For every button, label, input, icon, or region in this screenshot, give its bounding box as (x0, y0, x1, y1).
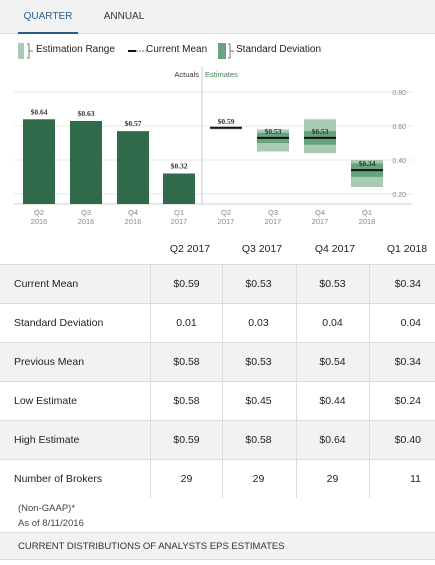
row-label: Low Estimate (14, 395, 78, 407)
table-row: Number of Brokers 29 29 29 11 (0, 459, 435, 498)
table-cell: $0.58 (150, 343, 222, 381)
row-label: Number of Brokers (14, 473, 103, 485)
table-row: Low Estimate $0.58 $0.45 $0.44 $0.24 (0, 381, 435, 420)
eps-chart: 0.80 0.60 0.40 0.20 Actuals Estimates $0.64 $0.… (14, 66, 412, 226)
table-row: High Estimate $0.59 $0.58 $0.64 $0.40 (0, 420, 435, 459)
table-cell: $0.40 (369, 421, 435, 459)
row-label: High Estimate (14, 434, 80, 446)
x-tick-label: Q1 (174, 208, 184, 217)
x-tick-label: 2018 (359, 217, 376, 226)
row-label: Current Mean (14, 278, 79, 290)
x-tick-label: Q4 (315, 208, 325, 217)
footer-bar[interactable]: CURRENT DISTRIBUTIONS OF ANALYSTS EPS ES… (0, 532, 435, 560)
x-tick-label: Q4 (128, 208, 138, 217)
table-cell: 29 (150, 460, 222, 498)
x-tick-label: 2016 (78, 217, 95, 226)
y-tick-label: 0.60 (392, 124, 406, 131)
y-tick-label: 0.40 (392, 158, 406, 165)
table-cell: 0.01 (150, 304, 222, 342)
x-tick-label: Q2 (221, 208, 231, 217)
table-cell: $0.44 (296, 382, 368, 420)
x-tick-label: 2017 (171, 217, 188, 226)
table-cell: $0.24 (369, 382, 435, 420)
table-cell: $0.58 (150, 382, 222, 420)
table-cell: 29 (222, 460, 294, 498)
x-tick-label: Q3 (268, 208, 278, 217)
x-tick-label: Q3 (81, 208, 91, 217)
estimate-value-label: $0.59 (218, 117, 235, 126)
column-header: Q4 2017 (314, 243, 356, 255)
table-row: Previous Mean $0.58 $0.53 $0.54 $0.34 (0, 342, 435, 381)
estimates-label: Estimates (205, 70, 238, 79)
as-of-date: As of 8/11/2016 (18, 518, 84, 529)
column-header: Q2 2017 (169, 243, 211, 255)
standard-deviation-icon (218, 43, 234, 59)
tab-quarter[interactable]: QUARTER (18, 0, 78, 34)
table-cell: $0.34 (369, 265, 435, 303)
actual-bar (117, 131, 149, 204)
actual-bar (70, 120, 102, 204)
x-tick-label: 2016 (125, 217, 142, 226)
y-tick-label: 0.20 (392, 192, 406, 199)
table-cell: $0.54 (296, 343, 368, 381)
estimation-range-icon (18, 43, 33, 59)
bar-value-label: $0.63 (78, 109, 95, 118)
non-gaap-note: (Non-GAAP)* (18, 503, 76, 514)
table-cell: $0.59 (150, 421, 222, 459)
bar-value-label: $0.32 (171, 162, 188, 171)
actual-bar (23, 119, 55, 204)
table-row: Standard Deviation 0.01 0.03 0.04 0.04 (0, 303, 435, 342)
current-mean-icon (128, 50, 148, 52)
table-cell: 29 (296, 460, 368, 498)
period-tabs: QUARTER ANNUAL (0, 0, 435, 34)
table-cell: $0.58 (222, 421, 294, 459)
footer-title: CURRENT DISTRIBUTIONS OF ANALYSTS EPS ES… (18, 541, 285, 552)
actual-bar (163, 173, 195, 204)
x-tick-label: 2017 (312, 217, 329, 226)
table-cell: 0.04 (296, 304, 368, 342)
y-tick-label: 0.80 (392, 90, 406, 97)
column-header: Q3 2017 (241, 243, 283, 255)
table-header: Q2 2017 Q3 2017 Q4 2017 Q1 2018 (0, 234, 435, 264)
x-tick-label: 2016 (31, 217, 48, 226)
estimate-value-label: $0.53 (312, 127, 329, 136)
table-cell: 0.04 (369, 304, 435, 342)
table-cell: $0.34 (369, 343, 435, 381)
tab-annual[interactable]: ANNUAL (103, 11, 145, 22)
table-cell: $0.64 (296, 421, 368, 459)
actuals-label: Actuals (174, 70, 199, 79)
table-cell: $0.53 (222, 343, 294, 381)
x-tick-label: 2017 (265, 217, 282, 226)
column-header: Q1 2018 (386, 243, 428, 255)
legend-current-mean: Current Mean (126, 40, 226, 62)
estimate-value-label: $0.53 (265, 127, 282, 136)
table-cell: $0.59 (150, 265, 222, 303)
table-cell: $0.53 (222, 265, 294, 303)
table-cell: 0.03 (222, 304, 294, 342)
table-cell: $0.53 (296, 265, 368, 303)
x-tick-label: Q1 (362, 208, 372, 217)
x-tick-label: Q2 (34, 208, 44, 217)
legend-standard-deviation: Standard Deviation (216, 40, 336, 62)
table-cell: $0.45 (222, 382, 294, 420)
bar-value-label: $0.57 (125, 119, 142, 128)
bar-value-label: $0.64 (31, 107, 48, 116)
table-row: Current Mean $0.59 $0.53 $0.53 $0.34 (0, 264, 435, 303)
legend-estimation-range: Estimation Range (16, 40, 126, 62)
row-label: Standard Deviation (14, 317, 104, 329)
estimate-value-label: $0.34 (359, 159, 376, 168)
row-label: Previous Mean (14, 356, 85, 368)
table-cell: 11 (369, 460, 435, 498)
x-tick-label: 2017 (218, 217, 235, 226)
